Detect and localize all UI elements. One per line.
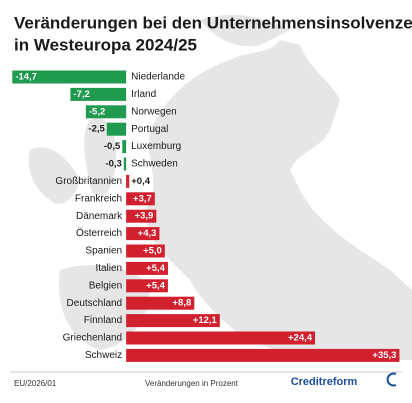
bar [122, 140, 127, 154]
value-label: +5,0 [143, 246, 162, 257]
category-label: Frankreich [75, 193, 122, 204]
unit-note: Veränderungen in Prozent [145, 379, 239, 388]
bar [85, 105, 127, 119]
category-label: Norwegen [131, 106, 177, 117]
value-label: -2,5 [88, 124, 105, 135]
brand-logo [386, 372, 397, 387]
category-label: Portugal [131, 124, 168, 135]
bar [12, 70, 127, 84]
value-label: +0,4 [131, 176, 150, 187]
category-label: Griechenland [63, 333, 122, 344]
bar [126, 192, 155, 206]
category-label: Dänemark [76, 211, 123, 222]
category-label: Luxemburg [131, 141, 181, 152]
bar [123, 157, 127, 171]
value-label: -7,2 [73, 89, 89, 100]
bar [126, 279, 168, 293]
brand: Creditreform [291, 376, 358, 388]
value-label: -0,5 [104, 141, 121, 152]
bar [126, 174, 130, 188]
bar [126, 314, 220, 328]
category-label: Finnland [84, 315, 122, 326]
category-label: Schweden [131, 159, 178, 170]
map-background [28, 14, 412, 360]
value-label: -14,7 [15, 72, 37, 83]
value-label: +5,4 [146, 280, 165, 291]
bar [126, 296, 195, 310]
value-label: +35,3 [372, 350, 396, 361]
category-label: Niederlande [131, 72, 185, 83]
value-label: +12,1 [193, 315, 218, 326]
bar [70, 87, 127, 101]
value-label: +4,3 [138, 228, 157, 239]
category-label: Schweiz [85, 350, 122, 361]
bar [126, 348, 400, 362]
bar [106, 122, 127, 136]
category-label: Großbritannien [55, 176, 122, 187]
bar [126, 209, 157, 223]
value-label: -5,2 [89, 106, 105, 117]
value-label: +8,8 [173, 298, 192, 309]
category-label: Belgien [89, 280, 122, 291]
bar [126, 261, 168, 275]
value-label: +3,7 [133, 193, 152, 204]
bar [126, 244, 165, 258]
bar [126, 331, 316, 345]
source: EU/2026/01 [14, 379, 57, 388]
value-label: -0,3 [105, 159, 121, 170]
value-label: +3,9 [135, 211, 154, 222]
value-label: +24,4 [288, 333, 313, 344]
title-line: Veränderungen bei den Unternehmensinsolv… [14, 13, 412, 32]
bar [126, 227, 160, 241]
value-label: +5,4 [146, 263, 165, 274]
category-label: Österreich [76, 227, 122, 239]
category-label: Italien [95, 263, 122, 274]
category-label: Spanien [85, 246, 122, 257]
category-label: Deutschland [67, 298, 123, 309]
category-label: Irland [131, 89, 156, 100]
title-line: in Westeuropa 2024/25 [14, 35, 197, 54]
